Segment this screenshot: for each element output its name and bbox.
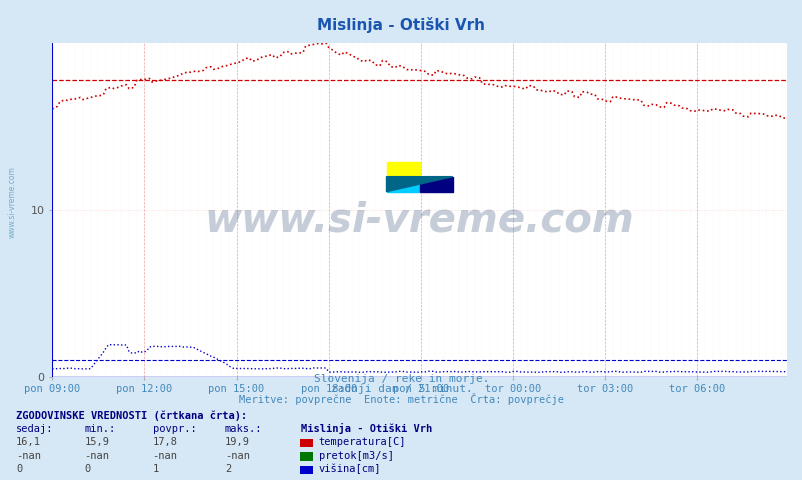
Text: www.si-vreme.com: www.si-vreme.com xyxy=(205,200,634,240)
Text: temperatura[C]: temperatura[C] xyxy=(318,437,406,447)
Text: 2: 2 xyxy=(225,464,231,474)
Text: Meritve: povprečne  Enote: metrične  Črta: povprečje: Meritve: povprečne Enote: metrične Črta:… xyxy=(239,393,563,405)
Text: -nan: -nan xyxy=(84,451,109,461)
Polygon shape xyxy=(386,177,452,192)
Text: -nan: -nan xyxy=(16,451,41,461)
Text: 1: 1 xyxy=(152,464,159,474)
Text: ZGODOVINSKE VREDNOSTI (črtkana črta):: ZGODOVINSKE VREDNOSTI (črtkana črta): xyxy=(16,410,247,420)
Text: povpr.:: povpr.: xyxy=(152,424,196,434)
Text: Slovenija / reke in morje.: Slovenija / reke in morje. xyxy=(314,373,488,384)
Text: 17,8: 17,8 xyxy=(152,437,177,447)
Text: Mislinja - Otiški Vrh: Mislinja - Otiški Vrh xyxy=(301,423,431,434)
Text: 16,1: 16,1 xyxy=(16,437,41,447)
Text: pretok[m3/s]: pretok[m3/s] xyxy=(318,451,393,461)
Text: Mislinja - Otiški Vrh: Mislinja - Otiški Vrh xyxy=(317,17,485,33)
Text: 0: 0 xyxy=(16,464,22,474)
Text: -nan: -nan xyxy=(225,451,249,461)
Text: 0: 0 xyxy=(84,464,91,474)
Text: 19,9: 19,9 xyxy=(225,437,249,447)
Text: 15,9: 15,9 xyxy=(84,437,109,447)
Text: -nan: -nan xyxy=(152,451,177,461)
Bar xyxy=(419,177,452,192)
Bar xyxy=(386,177,419,192)
Text: maks.:: maks.: xyxy=(225,424,262,434)
Text: min.:: min.: xyxy=(84,424,115,434)
Text: višina[cm]: višina[cm] xyxy=(318,464,381,474)
Bar xyxy=(386,162,419,177)
Text: www.si-vreme.com: www.si-vreme.com xyxy=(7,166,16,238)
Text: sedaj:: sedaj: xyxy=(16,424,54,434)
Text: zadnji dan / 5 minut.: zadnji dan / 5 minut. xyxy=(330,384,472,394)
